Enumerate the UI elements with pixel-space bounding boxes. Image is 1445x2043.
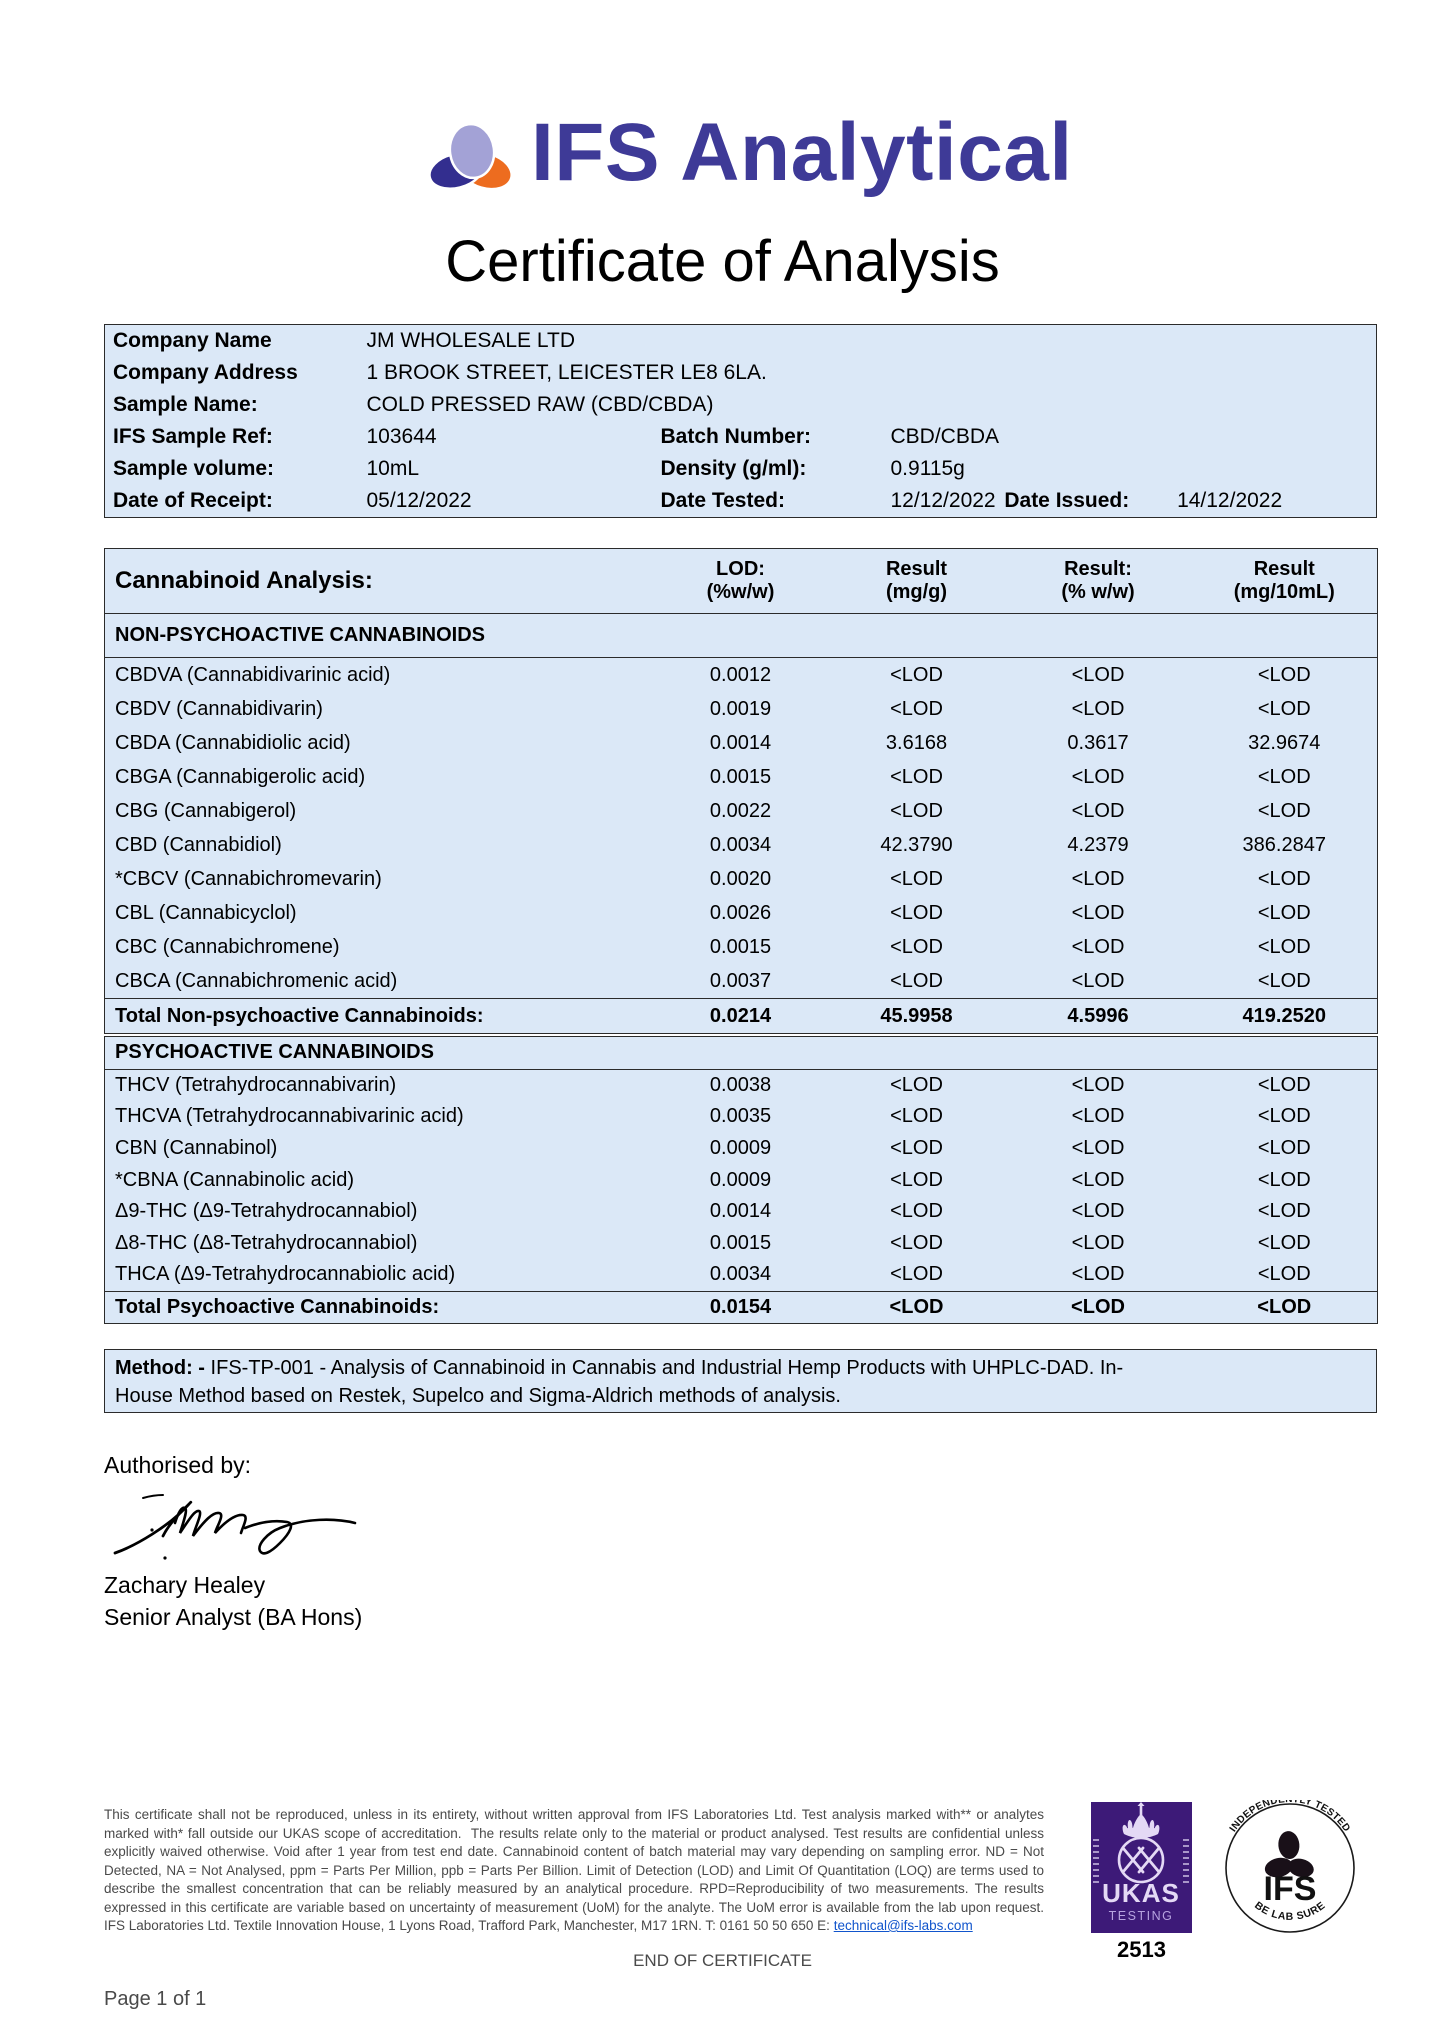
svg-text:TESTING: TESTING (1109, 1909, 1174, 1923)
svg-text:UKAS: UKAS (1102, 1878, 1180, 1908)
svg-text:INDEPENDENTLY TESTED: INDEPENDENTLY TESTED (1228, 1800, 1352, 1834)
svg-text:IFS: IFS (1264, 1870, 1317, 1908)
